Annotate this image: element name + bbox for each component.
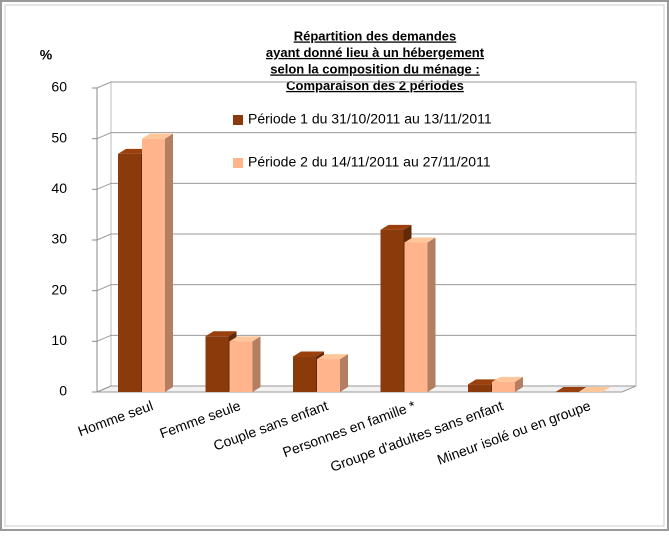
y-tick-label: 20 [51,281,67,297]
grid-line [96,132,636,140]
y-tick-label: 10 [51,332,67,348]
bar [492,381,515,392]
floor [96,385,637,393]
y-tick-label: 40 [51,180,67,196]
bar-top [317,354,348,360]
bar [468,384,491,392]
y-tick-label: 60 [51,79,67,95]
legend-label: Période 1 du 31/10/2011 au 13/11/2011 [248,111,492,127]
bar-top [293,351,324,357]
bar [380,229,404,392]
bar-top [404,237,436,243]
bar [317,359,340,392]
grid-line [96,182,636,190]
grid-line [96,81,636,89]
bar-top [492,376,523,382]
chart-title: selon la composition du ménage : [270,61,479,76]
legend-swatch [233,158,243,168]
bar-side [515,376,523,392]
bar-side [165,133,173,392]
chart-title: ayant donné lieu à un hébergement [266,45,485,60]
bar [118,153,141,392]
bar-top [468,379,499,385]
chart-title: Répartition des demandes [294,28,457,43]
y-axis-label: % [40,47,53,63]
bar-side [252,336,261,392]
y-tick-label: 30 [51,231,67,247]
grid-line [96,233,636,241]
bar-side [340,354,348,392]
grid-line [96,284,636,292]
y-tick-label: 0 [59,383,67,399]
bar-top [118,148,149,154]
bar-top [380,224,412,230]
chart-title: Comparaison des 2 périodes [286,78,464,93]
bar-top [555,387,587,392]
y-tick-label: 50 [51,129,67,145]
bar-top [579,387,611,392]
bar [404,242,428,392]
bar-top [205,331,237,337]
bar-side [427,237,436,392]
bar [142,138,165,392]
bar [229,341,253,392]
legend-label: Période 2 du 14/11/2011 au 27/11/2011 [248,154,491,170]
bar-top [142,133,173,139]
grid-line [96,385,636,393]
bar-top [229,336,261,342]
chart-inner-frame [4,4,665,527]
bar [293,356,316,392]
bar [205,336,229,392]
legend-swatch [233,115,243,125]
grid-line [96,334,636,342]
